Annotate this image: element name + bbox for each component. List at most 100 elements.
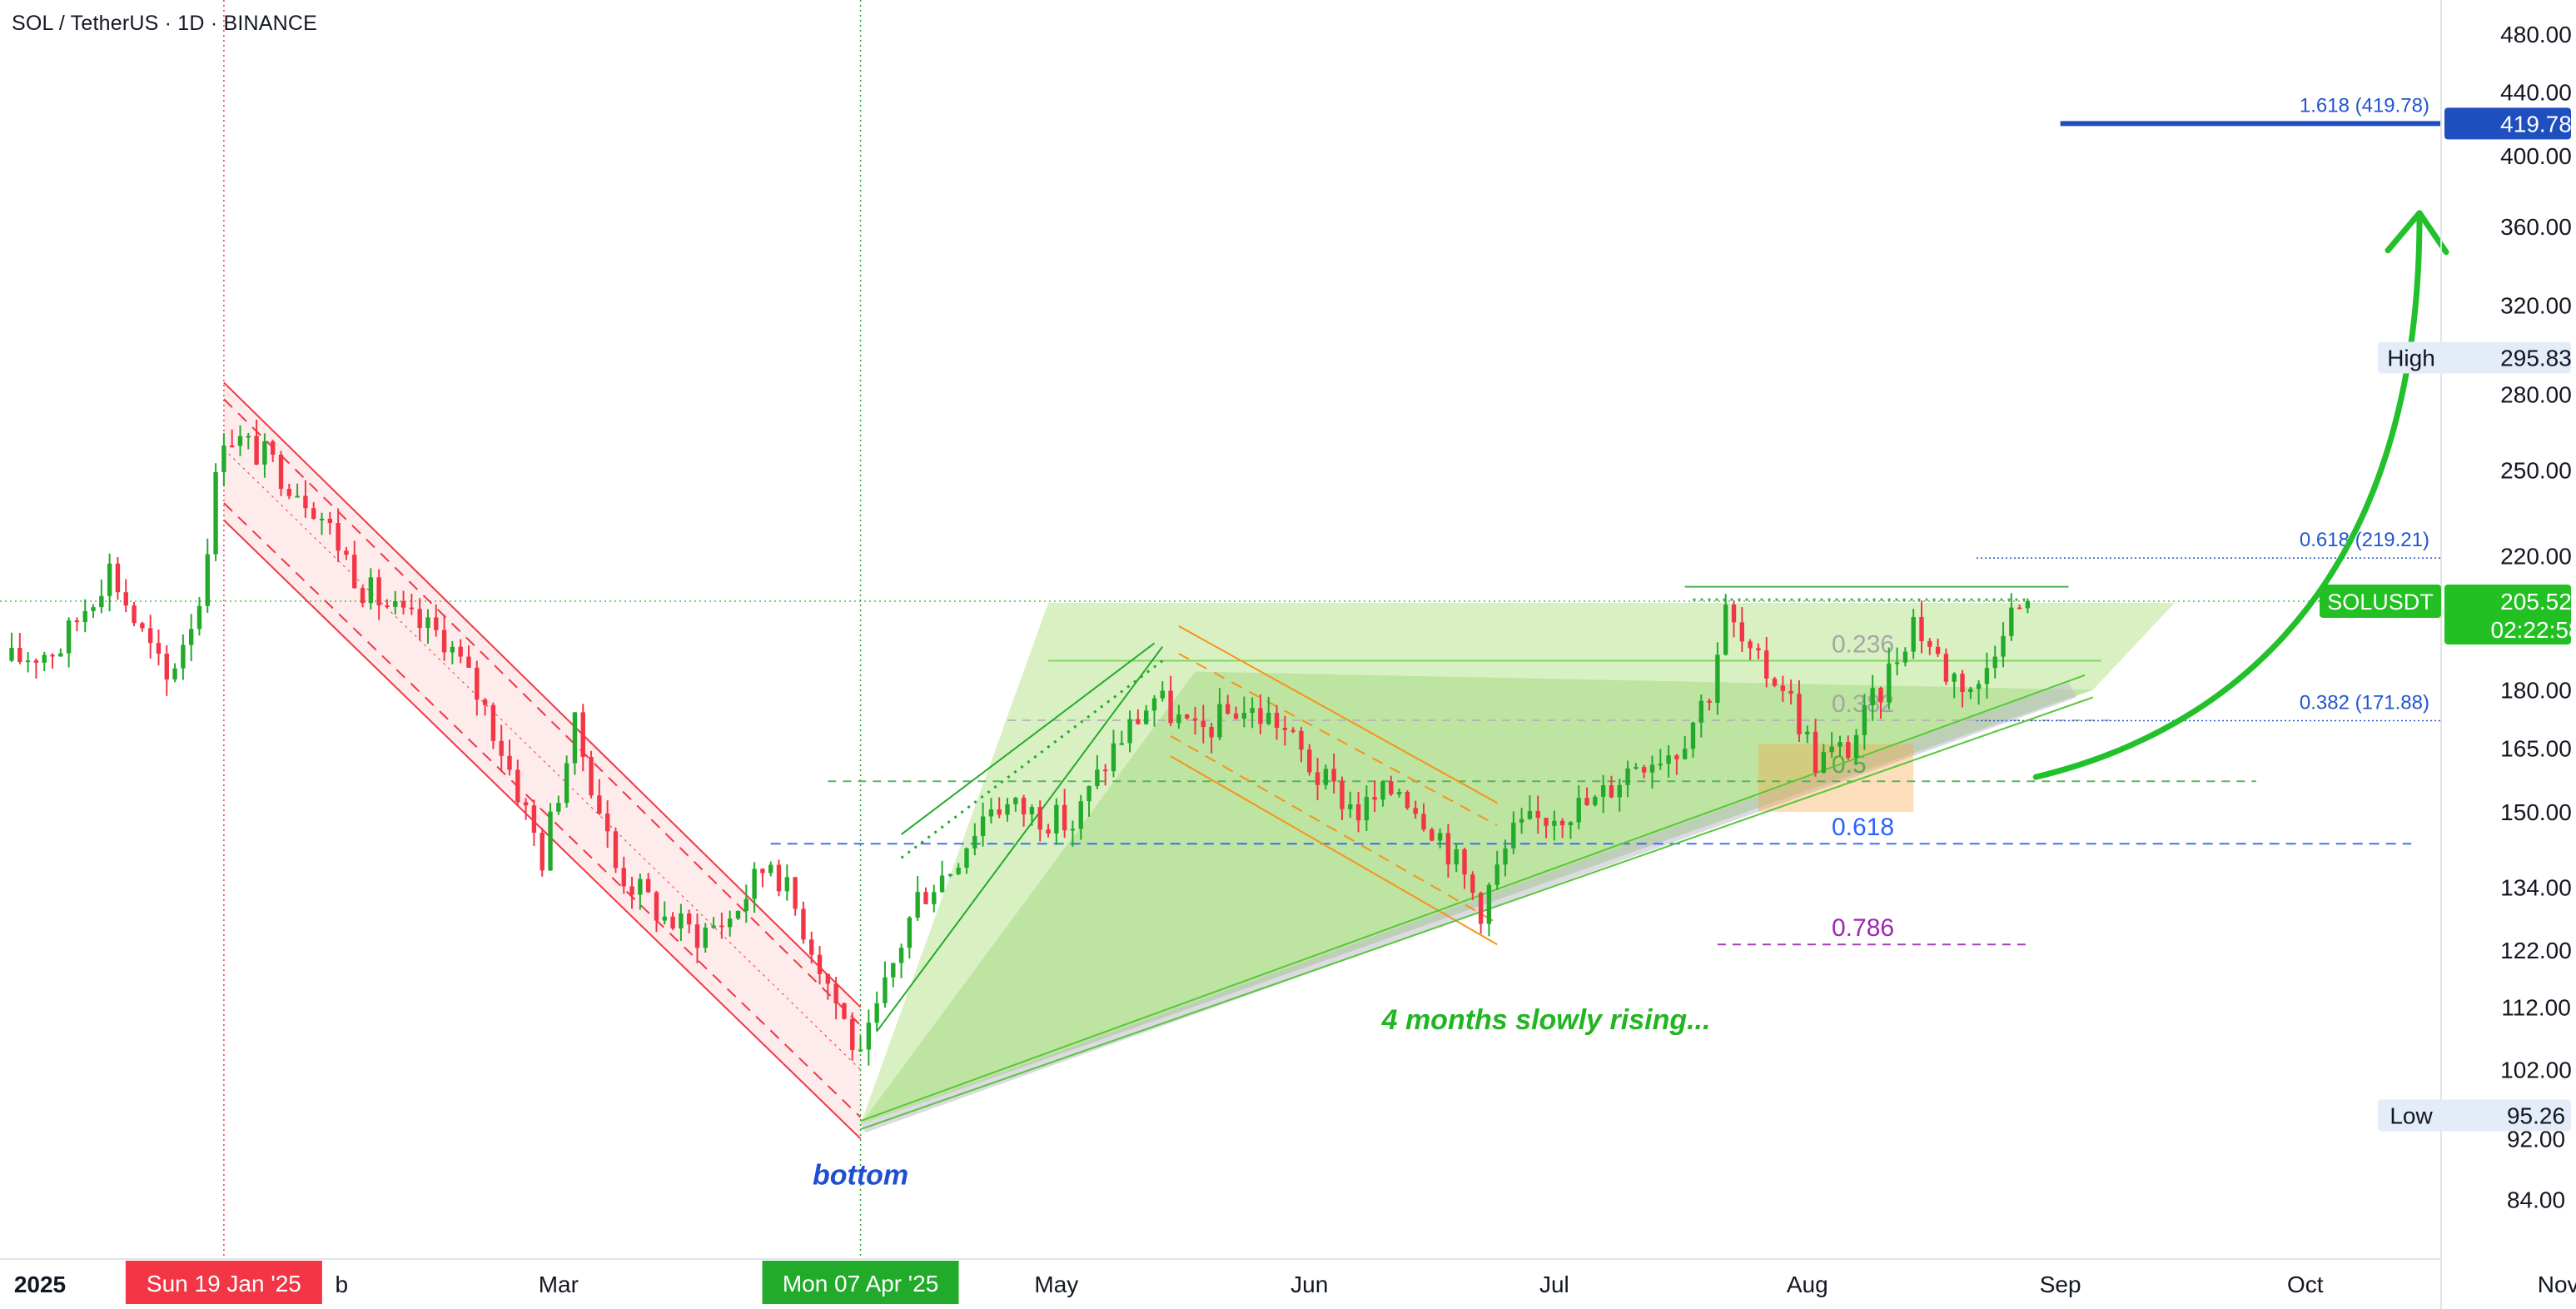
pattern-zones [223, 382, 2175, 1139]
target-price-tag-bg [2444, 107, 2571, 140]
candle-body-83 [686, 913, 692, 925]
candle-body-104 [858, 1049, 863, 1052]
candle-body-154 [1266, 712, 1271, 724]
candle-body-42 [352, 555, 357, 589]
candle-body-167 [1372, 797, 1377, 800]
candle-body-194 [1593, 796, 1598, 805]
candle-body-111 [915, 892, 920, 918]
candle-body-109 [898, 948, 904, 963]
date-marker-1: Mon 07 Apr '25 [762, 1261, 959, 1304]
candle-body-62 [515, 769, 520, 803]
low-tag-label: Low [2390, 1102, 2433, 1128]
candle-body-244 [2001, 635, 2006, 657]
candle-body-132 [1087, 786, 1092, 802]
date-marker-bg-0 [125, 1261, 322, 1304]
annotations: bottom 4 months slowly rising... [813, 1004, 1711, 1191]
candle-body-48 [400, 600, 406, 608]
candle-body-113 [932, 892, 937, 904]
candle-body-228 [1870, 688, 1875, 705]
candle-body-115 [947, 873, 953, 876]
candle-body-116 [956, 868, 961, 874]
candle-body-31 [262, 441, 267, 465]
red-channel-top-dash [223, 398, 862, 1026]
candle-body-179 [1470, 874, 1475, 893]
candle-body-28 [237, 436, 243, 446]
time-tick-2: May [1034, 1272, 1078, 1297]
candle-body-223 [1829, 746, 1834, 753]
candle-body-131 [1078, 801, 1083, 829]
candle-body-240 [1968, 689, 1973, 693]
candle-body-108 [891, 963, 896, 978]
candle-body-133 [1095, 769, 1100, 787]
support-line-a [860, 696, 2094, 1131]
candle-body-40 [336, 523, 341, 551]
candle-body-173 [1421, 814, 1426, 830]
orange-channel-top [1178, 625, 1498, 804]
candle-body-159 [1307, 749, 1312, 773]
price-tick-13: 112.00 [2501, 994, 2571, 1020]
candle-body-198 [1625, 768, 1630, 785]
candle-body-85 [703, 928, 708, 948]
candle-body-121 [997, 809, 1002, 815]
current-countdown-text: 02:22:58 [2491, 617, 2576, 643]
candle-body-234 [1919, 617, 1924, 641]
candle-body-232 [1902, 651, 1908, 663]
time-tick-feb-partial: b [336, 1272, 349, 1297]
candle-body-166 [1364, 797, 1370, 821]
candle-body-61 [507, 755, 512, 770]
price-tick-9: 165.00 [2500, 735, 2572, 761]
candle-body-176 [1445, 833, 1451, 865]
candle-body-199 [1634, 767, 1639, 769]
candle-body-69 [572, 712, 578, 764]
candle-body-192 [1576, 798, 1581, 823]
low-tag: Low 95.26 [2378, 1099, 2571, 1132]
candle-body-2 [25, 660, 31, 663]
candle-body-147 [1209, 727, 1214, 738]
candle-body-74 [613, 831, 619, 869]
candle-body-79 [654, 892, 659, 921]
candle-body-191 [1568, 822, 1574, 826]
candle-body-157 [1290, 729, 1295, 732]
candle-body-149 [1226, 704, 1231, 714]
candle-body-18 [156, 643, 162, 654]
candle-body-63 [523, 802, 529, 806]
candle-body-58 [482, 699, 488, 705]
high-tag-bg [2378, 341, 2571, 374]
candle-body-235 [1927, 640, 1932, 647]
price-tick-11: 134.00 [2500, 874, 2572, 900]
candle-body-172 [1413, 808, 1418, 814]
candle-body-21 [181, 645, 186, 669]
candle-body-165 [1355, 804, 1361, 821]
candle-body-134 [1102, 769, 1108, 772]
candle-body-50 [417, 609, 422, 629]
price-tick-4: 320.00 [2500, 292, 2572, 318]
candle-body-218 [1788, 690, 1793, 694]
price-tick-8: 180.00 [2500, 677, 2572, 703]
candle-body-24 [205, 554, 210, 606]
price-tick-5: 280.00 [2500, 382, 2572, 408]
candle-body-39 [327, 518, 333, 524]
time-axis: 2025 Mar May Jun Jul Aug Sep Oct Nov b Sun 19 Jan … [0, 1258, 2576, 1304]
candle-body-180 [1478, 893, 1484, 924]
candle-body-127 [1046, 829, 1051, 834]
candle-body-182 [1494, 864, 1499, 885]
candle-body-99 [817, 954, 823, 974]
candle-body-87 [719, 925, 724, 928]
fib-label-4: 0.786 [1832, 914, 1894, 942]
candle-body-22 [188, 629, 194, 645]
candle-body-225 [1846, 742, 1851, 759]
candle-body-117 [964, 848, 969, 869]
candles [9, 419, 2031, 1066]
candle-body-137 [1127, 719, 1132, 744]
candle-body-93 [768, 864, 773, 873]
candle-body-186 [1527, 811, 1533, 819]
candle-body-19 [164, 653, 169, 679]
candle-body-80 [662, 916, 667, 921]
candle-body-72 [597, 795, 602, 814]
candle-body-144 [1184, 714, 1190, 719]
candle-body-226 [1853, 734, 1859, 759]
candle-body-241 [1976, 684, 1982, 689]
candle-body-124 [1021, 798, 1027, 814]
